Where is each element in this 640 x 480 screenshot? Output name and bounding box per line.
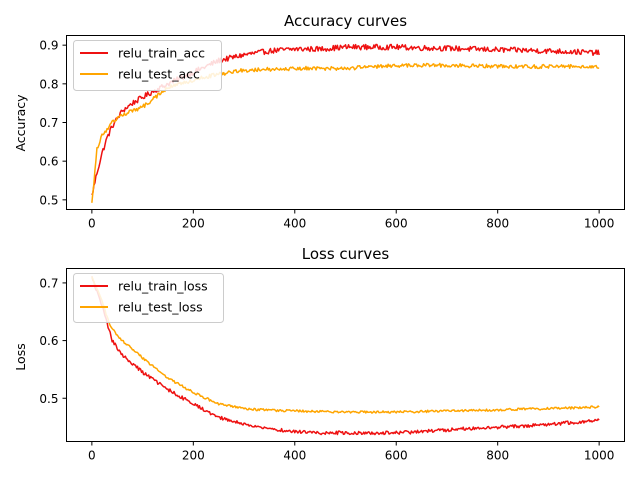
x-tick-label: 600 [385, 449, 408, 463]
x-tick-label: 400 [283, 449, 306, 463]
plot-frame [66, 268, 625, 442]
y-axis-label: Loss [13, 343, 28, 370]
x-tick-label: 1000 [584, 217, 615, 231]
loss-chart: Loss curves Loss 0 200 400 600 800 1000 0.50.… [13, 245, 625, 463]
plot-lines [91, 276, 600, 436]
y-tick-label: 0.6 [39, 155, 58, 169]
x-tick-label: 800 [486, 217, 509, 231]
y-tick-label: 0.7 [39, 276, 58, 290]
y-axis-label: Accuracy [13, 94, 28, 152]
x-tick-label: 0 [88, 217, 96, 231]
legend-box [73, 40, 222, 91]
legend-label-test-acc: relu_test_acc [118, 67, 200, 82]
series-line-relu_train_loss [91, 276, 600, 436]
x-ticks: 0 200 400 600 800 1000 [88, 441, 615, 463]
y-ticks: 0.5 0.6 0.7 [39, 276, 67, 406]
x-tick-label: 600 [385, 217, 408, 231]
x-tick-label: 200 [182, 217, 205, 231]
y-ticks: 0.5 0.6 0.7 0.8 0.9 [39, 39, 67, 207]
y-tick-label: 0.5 [39, 392, 58, 406]
y-tick-label: 0.7 [39, 116, 58, 130]
y-tick-label: 0.9 [39, 39, 58, 53]
x-tick-label: 0 [88, 449, 96, 463]
legend-label-test-loss: relu_test_loss [118, 300, 203, 315]
legend: relu_train_acc relu_test_acc [73, 40, 222, 91]
x-tick-label: 200 [182, 449, 205, 463]
legend-label-train-acc: relu_train_acc [118, 46, 205, 61]
legend-label-train-loss: relu_train_loss [118, 279, 208, 294]
chart-title: Accuracy curves [284, 12, 407, 30]
series-line-relu_test_loss [91, 276, 600, 414]
chart-title: Loss curves [302, 245, 390, 263]
y-tick-label: 0.8 [39, 77, 58, 91]
x-ticks: 0 200 400 600 800 1000 [88, 209, 615, 231]
legend-box [73, 273, 224, 323]
legend: relu_train_loss relu_test_loss [73, 273, 224, 323]
accuracy-chart: Accuracy curves Accuracy 0 200 400 600 800 10… [13, 12, 625, 231]
x-tick-label: 1000 [584, 449, 615, 463]
x-tick-label: 400 [283, 217, 306, 231]
x-tick-label: 800 [486, 449, 509, 463]
y-tick-label: 0.6 [39, 334, 58, 348]
y-tick-label: 0.5 [39, 193, 58, 207]
